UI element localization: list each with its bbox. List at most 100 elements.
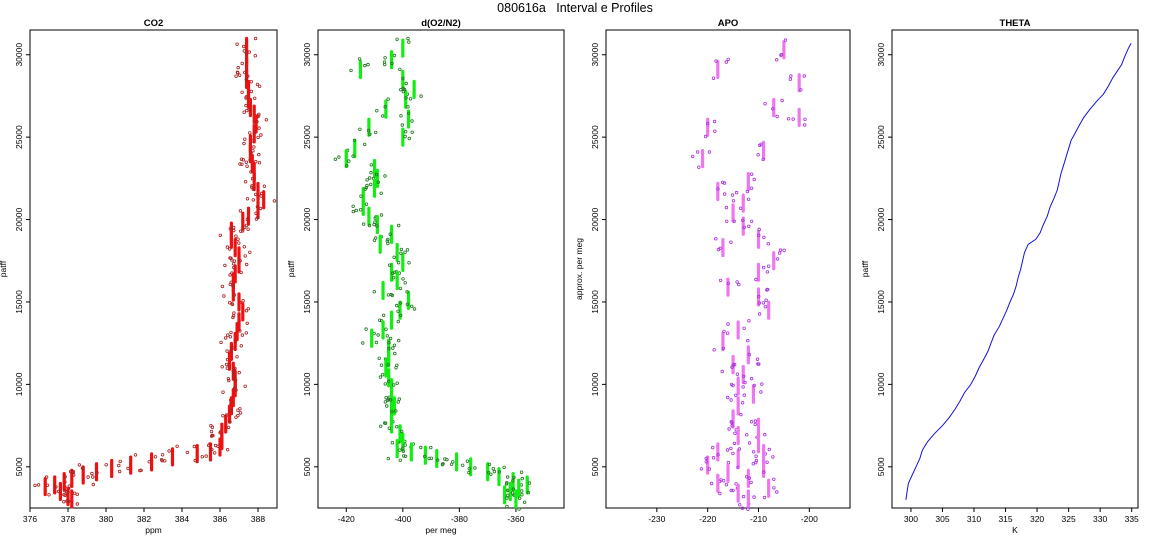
x-axis-label: K — [1012, 525, 1018, 535]
data-point — [244, 160, 248, 164]
data-point — [729, 398, 733, 402]
data-point — [401, 89, 406, 94]
chart-title: APO — [718, 18, 739, 29]
data-point — [86, 475, 90, 479]
data-point — [138, 468, 142, 473]
data-point — [718, 491, 722, 496]
data-point — [256, 135, 260, 140]
data-point — [236, 413, 240, 418]
data-point — [245, 197, 250, 201]
data-point — [209, 429, 214, 434]
data-point — [713, 129, 717, 133]
data-point — [445, 457, 449, 462]
data-point — [44, 475, 49, 479]
data-point — [397, 338, 401, 343]
data-point — [358, 127, 362, 131]
data-point — [378, 375, 383, 379]
data-point — [704, 456, 708, 461]
data-point — [520, 493, 524, 497]
data-point — [734, 393, 738, 397]
data-point — [407, 40, 411, 44]
data-point — [259, 194, 263, 198]
data-point — [440, 462, 445, 467]
data-point — [369, 182, 373, 187]
data-point — [185, 450, 190, 455]
y-axis-label: patff — [0, 260, 8, 277]
data-point — [257, 152, 261, 157]
data-point — [395, 37, 399, 41]
data-point — [502, 465, 506, 470]
data-point — [385, 239, 389, 243]
data-point — [407, 261, 411, 265]
data-point — [412, 307, 417, 311]
data-point — [729, 240, 733, 244]
data-point — [405, 302, 410, 306]
data-point — [527, 481, 532, 485]
data-point — [381, 313, 386, 317]
data-point — [243, 384, 247, 388]
x-tick-label: -380 — [451, 514, 468, 524]
data-point — [722, 192, 727, 196]
data-point — [192, 444, 196, 449]
data-point — [246, 74, 250, 78]
x-tick-label: 376 — [23, 514, 37, 524]
data-point — [242, 110, 246, 114]
data-point — [212, 451, 217, 455]
data-point — [104, 463, 108, 467]
data-point — [245, 217, 249, 222]
data-point — [721, 346, 725, 351]
data-point — [234, 234, 238, 238]
data-point — [233, 366, 237, 371]
data-point — [419, 94, 423, 98]
data-point — [767, 447, 771, 452]
data-point — [351, 154, 355, 158]
data-point — [757, 301, 762, 305]
data-point — [520, 476, 524, 481]
data-point — [749, 376, 754, 381]
x-axis-label: ppm — [145, 525, 162, 535]
data-point — [257, 160, 262, 165]
data-point — [225, 245, 230, 249]
data-point — [204, 454, 208, 458]
data-point — [253, 192, 258, 197]
x-tick-label: 382 — [137, 514, 151, 524]
data-point — [62, 493, 66, 497]
data-point — [366, 62, 370, 67]
data-point — [224, 413, 229, 417]
data-point — [237, 241, 241, 245]
data-point — [396, 400, 400, 404]
data-point — [758, 143, 762, 148]
data-point — [255, 82, 260, 87]
data-point — [747, 476, 752, 480]
data-point — [239, 157, 244, 161]
data-point — [766, 264, 771, 268]
data-point — [734, 190, 739, 195]
data-point — [345, 164, 349, 168]
data-point — [729, 446, 733, 451]
data-point — [733, 431, 737, 435]
data-point — [372, 238, 377, 242]
data-point — [398, 67, 402, 72]
data-point — [175, 444, 179, 448]
x-tick-label: 330 — [1093, 514, 1107, 524]
data-point — [722, 329, 726, 334]
x-tick-label: 305 — [935, 514, 949, 524]
data-point — [333, 157, 338, 161]
data-point — [763, 101, 767, 106]
data-point — [392, 255, 396, 259]
y-tick-label: 5000 — [14, 457, 24, 476]
y-tick-label: 25000 — [302, 125, 312, 149]
data-point — [775, 114, 779, 119]
data-point — [234, 74, 238, 78]
data-point — [95, 470, 99, 475]
data-point — [224, 362, 229, 367]
data-point — [254, 159, 258, 164]
x-tick-label: 386 — [213, 514, 227, 524]
data-point — [383, 56, 387, 60]
y-tick-label: 20000 — [590, 207, 600, 231]
x-tick-label: 335 — [1125, 514, 1139, 524]
data-point — [473, 466, 477, 470]
data-point — [724, 205, 729, 210]
data-point — [735, 372, 740, 376]
data-point — [749, 186, 754, 190]
